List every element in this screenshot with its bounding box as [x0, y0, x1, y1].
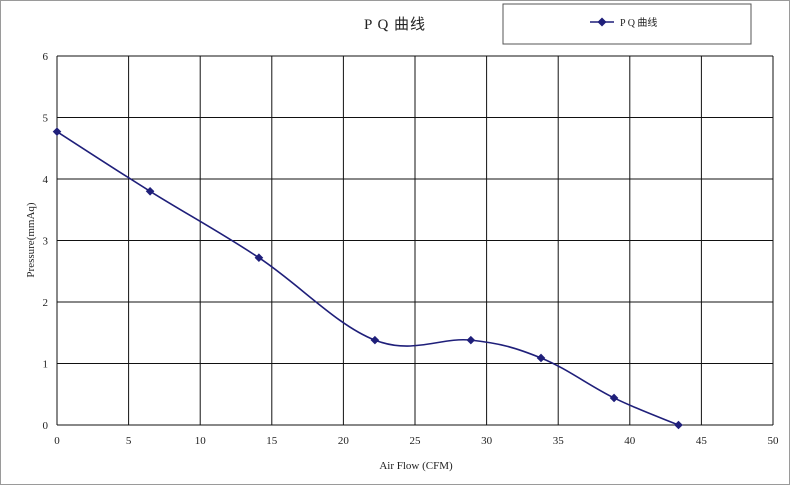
data-point-marker — [370, 335, 380, 345]
x-tick-label: 35 — [553, 435, 565, 447]
legend-entry-label: P Q 曲线 — [620, 16, 657, 29]
y-tick-label: 2 — [43, 297, 49, 309]
data-point-marker — [674, 420, 683, 430]
data-point-marker — [254, 253, 264, 263]
legend-marker-diamond — [597, 17, 607, 27]
y-axis-label: Pressure(mmAq) — [25, 202, 37, 277]
y-tick-labels: 0 1 2 3 4 5 6 — [43, 51, 49, 432]
x-tick-label: 45 — [696, 435, 708, 447]
x-tick-label: 5 — [126, 435, 132, 447]
x-tick-label: 15 — [266, 435, 278, 447]
grid — [56, 55, 774, 426]
data-point-marker — [52, 127, 62, 136]
x-tick-label: 40 — [624, 435, 636, 447]
y-tick-label: 5 — [43, 113, 49, 125]
x-tick-label: 25 — [410, 435, 422, 447]
x-axis-label: Air Flow (CFM) — [379, 460, 453, 472]
data-point-marker — [145, 187, 155, 196]
x-tick-label: 0 — [54, 435, 60, 447]
y-tick-label: 3 — [43, 236, 49, 248]
x-tick-labels: 0 5 10 15 20 25 30 35 40 45 50 — [54, 435, 779, 447]
x-tick-label: 30 — [481, 435, 493, 447]
y-tick-label: 1 — [43, 359, 49, 371]
x-tick-label: 50 — [768, 435, 780, 447]
y-tick-label: 4 — [43, 174, 49, 186]
x-tick-label: 10 — [195, 435, 207, 447]
data-point-marker — [536, 353, 546, 363]
y-tick-label: 6 — [43, 51, 49, 63]
data-point-marker — [466, 335, 476, 345]
legend-box — [502, 3, 752, 45]
y-tick-label: 0 — [43, 420, 49, 432]
series-line — [56, 130, 679, 426]
x-tick-label: 20 — [338, 435, 350, 447]
series-pq-curve — [52, 127, 683, 430]
chart-title: P Q 曲线 — [364, 16, 426, 33]
data-point-marker — [609, 393, 619, 403]
legend: P Q 曲线 — [502, 3, 752, 45]
